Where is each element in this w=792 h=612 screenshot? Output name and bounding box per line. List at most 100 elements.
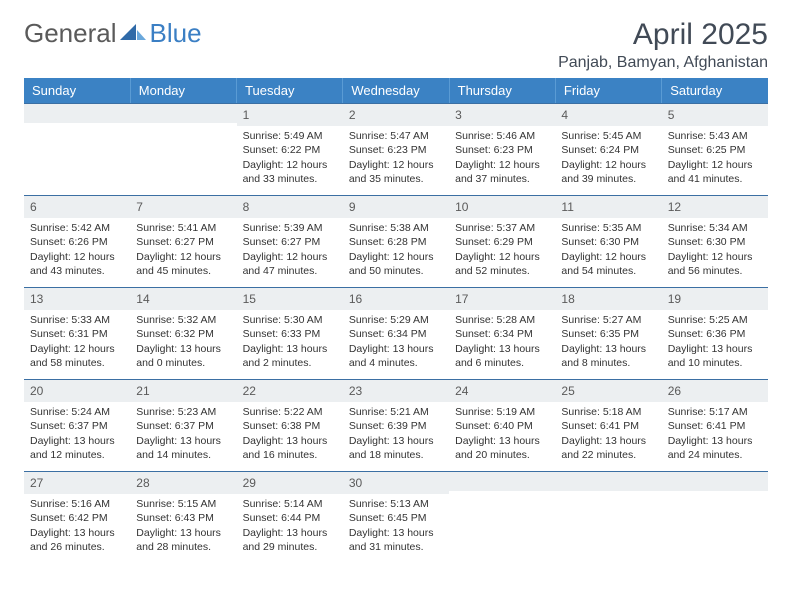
day-number: 10 (449, 195, 555, 218)
weekday-header: Friday (555, 78, 661, 103)
day-number: 26 (662, 379, 768, 402)
calendar-table: SundayMondayTuesdayWednesdayThursdayFrid… (24, 78, 768, 563)
daylight-line: Daylight: 12 hours and 56 minutes. (668, 250, 762, 278)
day-number: 24 (449, 379, 555, 402)
calendar-week-row: 13Sunrise: 5:33 AMSunset: 6:31 PMDayligh… (24, 287, 768, 379)
sunrise-line: Sunrise: 5:46 AM (455, 129, 549, 143)
calendar-day-cell: 16 Sunrise: 5:29 AMSunset: 6:34 PMDayligh… (343, 287, 449, 379)
title-block: April 2025 Panjab, Bamyan, Afghanistan (558, 18, 768, 72)
day-details: Sunrise: 5:21 AMSunset: 6:39 PMDaylight:… (349, 405, 443, 462)
daylight-line: Daylight: 12 hours and 33 minutes. (243, 158, 337, 186)
calendar-day-cell: 22Sunrise: 5:22 AMSunset: 6:38 PMDayligh… (237, 379, 343, 471)
day-number: 4 (555, 103, 661, 126)
sunrise-line: Sunrise: 5:35 AM (561, 221, 655, 235)
calendar-empty-cell (449, 471, 555, 563)
sunset-line: Sunset: 6:28 PM (349, 235, 443, 249)
day-details: Sunrise: 5:29 AMSunset: 6:34 PMDaylight:… (349, 313, 443, 370)
sunset-line: Sunset: 6:39 PM (349, 419, 443, 433)
sunrise-line: Sunrise: 5:41 AM (136, 221, 230, 235)
day-details: Sunrise: 5:47 AMSunset: 6:23 PMDaylight:… (349, 129, 443, 186)
day-details: Sunrise: 5:19 AMSunset: 6:40 PMDaylight:… (455, 405, 549, 462)
calendar-empty-cell (662, 471, 768, 563)
sunrise-line: Sunrise: 5:28 AM (455, 313, 549, 327)
day-number (449, 471, 555, 491)
logo-sail-icon (120, 18, 146, 49)
daylight-line: Daylight: 12 hours and 37 minutes. (455, 158, 549, 186)
daylight-line: Daylight: 13 hours and 18 minutes. (349, 434, 443, 462)
sunrise-line: Sunrise: 5:16 AM (30, 497, 124, 511)
day-details: Sunrise: 5:24 AMSunset: 6:37 PMDaylight:… (30, 405, 124, 462)
day-number: 25 (555, 379, 661, 402)
weekday-header: Tuesday (237, 78, 343, 103)
sunrise-line: Sunrise: 5:17 AM (668, 405, 762, 419)
day-details: Sunrise: 5:17 AMSunset: 6:41 PMDaylight:… (668, 405, 762, 462)
sunrise-line: Sunrise: 5:45 AM (561, 129, 655, 143)
sunset-line: Sunset: 6:27 PM (243, 235, 337, 249)
sunset-line: Sunset: 6:40 PM (455, 419, 549, 433)
sunset-line: Sunset: 6:42 PM (30, 511, 124, 525)
daylight-line: Daylight: 12 hours and 58 minutes. (30, 342, 124, 370)
sunset-line: Sunset: 6:30 PM (668, 235, 762, 249)
sunset-line: Sunset: 6:41 PM (668, 419, 762, 433)
day-number: 15 (237, 287, 343, 310)
day-number: 6 (24, 195, 130, 218)
calendar-day-cell: 6 Sunrise: 5:42 AMSunset: 6:26 PMDaylight… (24, 195, 130, 287)
day-details: Sunrise: 5:39 AMSunset: 6:27 PMDaylight:… (243, 221, 337, 278)
sunrise-line: Sunrise: 5:49 AM (243, 129, 337, 143)
header: General Blue April 2025 Panjab, Bamyan, … (24, 18, 768, 72)
day-number: 7 (130, 195, 236, 218)
calendar-week-row: 20 Sunrise: 5:24 AMSunset: 6:37 PMDayligh… (24, 379, 768, 471)
calendar-day-cell: 1 Sunrise: 5:49 AMSunset: 6:22 PMDaylight… (237, 103, 343, 195)
day-number: 5 (662, 103, 768, 126)
sunrise-line: Sunrise: 5:34 AM (668, 221, 762, 235)
sunset-line: Sunset: 6:45 PM (349, 511, 443, 525)
day-number (555, 471, 661, 491)
sunset-line: Sunset: 6:36 PM (668, 327, 762, 341)
calendar-week-row: 27Sunrise: 5:16 AMSunset: 6:42 PMDayligh… (24, 471, 768, 563)
calendar-header-row: SundayMondayTuesdayWednesdayThursdayFrid… (24, 78, 768, 103)
day-number: 20 (24, 379, 130, 402)
calendar-body: 1Sunrise: 5:49 AMSunset: 6:22 PMDaylight… (24, 103, 768, 563)
day-details: Sunrise: 5:35 AMSunset: 6:30 PMDaylight:… (561, 221, 655, 278)
daylight-line: Daylight: 12 hours and 35 minutes. (349, 158, 443, 186)
daylight-line: Daylight: 12 hours and 52 minutes. (455, 250, 549, 278)
sunrise-line: Sunrise: 5:38 AM (349, 221, 443, 235)
day-number: 19 (662, 287, 768, 310)
day-number: 21 (130, 379, 236, 402)
calendar-day-cell: 23Sunrise: 5:21 AMSunset: 6:39 PMDayligh… (343, 379, 449, 471)
day-details: Sunrise: 5:34 AMSunset: 6:30 PMDaylight:… (668, 221, 762, 278)
day-number: 9 (343, 195, 449, 218)
sunset-line: Sunset: 6:32 PM (136, 327, 230, 341)
daylight-line: Daylight: 13 hours and 10 minutes. (668, 342, 762, 370)
day-number: 11 (555, 195, 661, 218)
calendar-day-cell: 20 Sunrise: 5:24 AMSunset: 6:37 PMDayligh… (24, 379, 130, 471)
sunset-line: Sunset: 6:24 PM (561, 143, 655, 157)
day-number: 28 (130, 471, 236, 494)
sunset-line: Sunset: 6:22 PM (243, 143, 337, 157)
day-details: Sunrise: 5:46 AMSunset: 6:23 PMDaylight:… (455, 129, 549, 186)
day-details: Sunrise: 5:32 AMSunset: 6:32 PMDaylight:… (136, 313, 230, 370)
day-number: 1 (237, 103, 343, 126)
sunrise-line: Sunrise: 5:24 AM (30, 405, 124, 419)
calendar-day-cell: 3Sunrise: 5:46 AMSunset: 6:23 PMDaylight… (449, 103, 555, 195)
sunrise-line: Sunrise: 5:30 AM (243, 313, 337, 327)
day-number: 8 (237, 195, 343, 218)
day-details: Sunrise: 5:42 AMSunset: 6:26 PMDaylight:… (30, 221, 124, 278)
daylight-line: Daylight: 13 hours and 31 minutes. (349, 526, 443, 554)
sunset-line: Sunset: 6:23 PM (349, 143, 443, 157)
calendar-day-cell: 9Sunrise: 5:38 AMSunset: 6:28 PMDaylight… (343, 195, 449, 287)
sunrise-line: Sunrise: 5:42 AM (30, 221, 124, 235)
calendar-day-cell: 4Sunrise: 5:45 AMSunset: 6:24 PMDaylight… (555, 103, 661, 195)
sunset-line: Sunset: 6:27 PM (136, 235, 230, 249)
sunset-line: Sunset: 6:29 PM (455, 235, 549, 249)
day-number: 17 (449, 287, 555, 310)
sunset-line: Sunset: 6:35 PM (561, 327, 655, 341)
day-number: 16 (343, 287, 449, 310)
day-details: Sunrise: 5:33 AMSunset: 6:31 PMDaylight:… (30, 313, 124, 370)
brand-part1: General (24, 18, 117, 49)
day-details: Sunrise: 5:15 AMSunset: 6:43 PMDaylight:… (136, 497, 230, 554)
sunrise-line: Sunrise: 5:32 AM (136, 313, 230, 327)
calendar-day-cell: 25Sunrise: 5:18 AMSunset: 6:41 PMDayligh… (555, 379, 661, 471)
calendar-day-cell: 28 Sunrise: 5:15 AMSunset: 6:43 PMDayligh… (130, 471, 236, 563)
daylight-line: Daylight: 13 hours and 14 minutes. (136, 434, 230, 462)
